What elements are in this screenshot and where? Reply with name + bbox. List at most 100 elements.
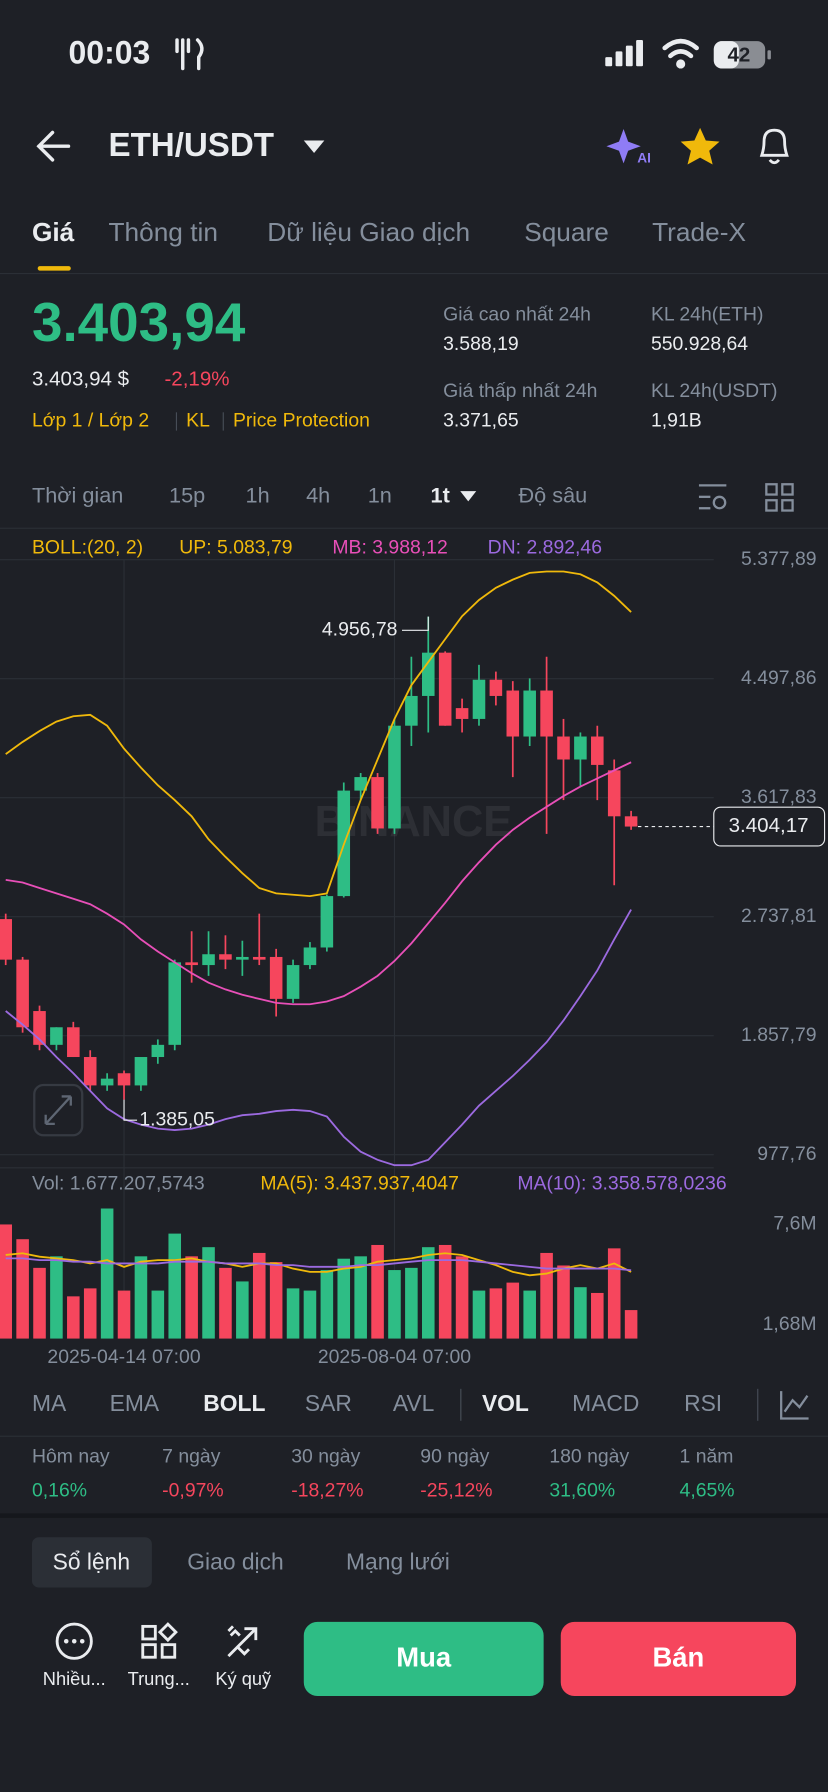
indicator[interactable]: RSI xyxy=(684,1390,722,1416)
pair-dropdown[interactable] xyxy=(303,140,325,154)
boll-title: BOLL:(20, 2) xyxy=(32,536,143,558)
timeframe[interactable]: 1h xyxy=(246,483,270,508)
expand-button[interactable] xyxy=(33,1083,84,1137)
battery-tip xyxy=(767,50,771,60)
alert-bell[interactable] xyxy=(759,128,789,165)
indicator[interactable]: AVL xyxy=(393,1390,434,1416)
volume-bar xyxy=(67,1296,80,1339)
volume-bar xyxy=(286,1288,300,1339)
kl-link[interactable]: KL xyxy=(186,410,210,432)
buy-button[interactable] xyxy=(303,1621,544,1697)
layout-icon[interactable] xyxy=(765,483,794,512)
candle-body xyxy=(472,679,486,719)
more-icon[interactable] xyxy=(55,1622,93,1660)
indicator[interactable]: MA xyxy=(32,1390,67,1416)
volume-bar xyxy=(117,1290,131,1339)
candle-body xyxy=(0,919,12,960)
expand-icon xyxy=(44,1095,72,1125)
candle-body xyxy=(574,736,587,760)
timeframe[interactable]: Độ sâu xyxy=(518,483,587,508)
candle-body xyxy=(489,679,503,696)
candle-body xyxy=(540,690,553,737)
volume-bar xyxy=(100,1208,114,1339)
action-label[interactable]: Trung... xyxy=(128,1668,190,1689)
volume-bar xyxy=(489,1288,503,1339)
stat-value: 550.928,64 xyxy=(651,333,748,355)
candle-body xyxy=(607,770,621,817)
timeframe[interactable]: 1n xyxy=(368,483,392,508)
margin-icon[interactable] xyxy=(227,1625,258,1658)
volume-bar xyxy=(557,1265,570,1339)
separator xyxy=(222,412,224,431)
pair-title[interactable]: ETH/USDT xyxy=(108,127,274,164)
signal-icon xyxy=(605,39,643,67)
bottom-tab-active[interactable]: Sổ lệnh xyxy=(53,1549,130,1575)
perf-label: 7 ngày xyxy=(162,1445,221,1467)
candle-body xyxy=(219,954,232,960)
y-tick-label: 4.497,86 xyxy=(741,667,817,689)
x-tick-label: 2025-08-04 07:00 xyxy=(318,1346,471,1368)
settings-icon[interactable] xyxy=(698,484,727,510)
indicator[interactable]: EMA xyxy=(110,1390,160,1416)
timeframe[interactable]: Thời gian xyxy=(32,483,123,508)
timeframe[interactable]: 15p xyxy=(169,483,205,508)
timeframe-active[interactable]: 1t xyxy=(431,483,450,508)
ai-icon[interactable] xyxy=(606,129,641,164)
ai-text: AI xyxy=(637,150,651,165)
candle-body xyxy=(371,777,384,829)
indicator[interactable]: MACD xyxy=(572,1390,639,1416)
tab-pill[interactable] xyxy=(31,1537,152,1588)
timeframe[interactable]: 4h xyxy=(306,483,330,508)
candle-body xyxy=(405,695,418,726)
perf-label: 180 ngày xyxy=(549,1445,629,1467)
timeframe-dropdown[interactable] xyxy=(460,491,477,502)
candle-body xyxy=(557,736,570,760)
action-label[interactable]: Ký quỹ xyxy=(215,1668,272,1689)
favorite-star[interactable] xyxy=(680,127,720,165)
volume-bar xyxy=(472,1290,486,1339)
last-price-label: 3.404,17 xyxy=(729,814,809,837)
tab[interactable]: Square xyxy=(524,217,609,247)
volume-bar xyxy=(624,1310,638,1339)
volume-bar xyxy=(151,1290,165,1339)
tab[interactable]: Thông tin xyxy=(108,217,217,247)
center-icon[interactable] xyxy=(141,1622,178,1659)
bottom-tab[interactable]: Mạng lưới xyxy=(346,1549,450,1575)
layer-link[interactable]: Lớp 1 / Lớp 2 xyxy=(32,410,149,432)
candle-body xyxy=(421,652,435,696)
candle-body xyxy=(83,1057,97,1086)
boll-line xyxy=(5,909,632,1167)
candle-body xyxy=(50,1027,63,1045)
perf-value: 0,16% xyxy=(32,1480,87,1502)
bottom-tab[interactable]: Giao dịch xyxy=(187,1549,283,1575)
action-label[interactable]: Nhiều... xyxy=(43,1668,106,1689)
y-tick-label: 1.857,79 xyxy=(741,1024,817,1046)
ma-line xyxy=(5,1252,632,1277)
tab[interactable]: Trade-X xyxy=(652,217,746,247)
candle-body xyxy=(506,690,520,737)
x-tick-label: 2025-04-14 07:00 xyxy=(47,1346,200,1368)
price-change: -2,19% xyxy=(164,368,229,391)
volume-bar xyxy=(33,1267,46,1339)
tab-active[interactable]: Giá xyxy=(32,217,75,247)
indicator-settings[interactable] xyxy=(780,1391,809,1420)
protection-link[interactable]: Price Protection xyxy=(233,410,370,432)
indicator[interactable]: SAR xyxy=(305,1390,352,1416)
volume-bar xyxy=(50,1256,63,1339)
volume-bar xyxy=(202,1247,215,1339)
indicator-active[interactable]: VOL xyxy=(482,1390,529,1416)
legend-entry: MA(5): 3.437.937,4047 xyxy=(260,1173,459,1195)
perf-label: 90 ngày xyxy=(420,1445,489,1467)
sell-label: Bán xyxy=(652,1642,704,1673)
candle-body xyxy=(67,1027,80,1058)
section-divider xyxy=(0,1513,828,1518)
volume-bar xyxy=(252,1252,266,1339)
volume-bar xyxy=(438,1244,452,1339)
indicator-active[interactable]: BOLL xyxy=(203,1390,265,1416)
stat-label: Giá thấp nhất 24h xyxy=(443,380,597,402)
candle-body xyxy=(624,816,638,827)
candle-body xyxy=(286,965,300,999)
sell-button[interactable] xyxy=(560,1621,797,1697)
tab[interactable]: Dữ liệu Giao dịch xyxy=(267,217,470,247)
back-button[interactable] xyxy=(36,130,71,162)
